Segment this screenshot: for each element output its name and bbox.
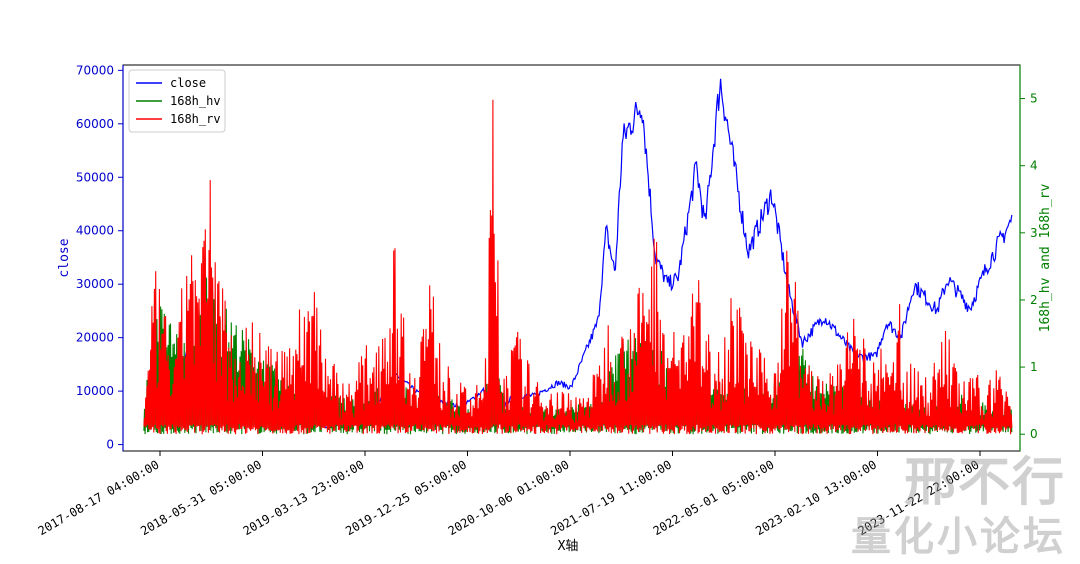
y-right-tick-label: 5	[1030, 92, 1038, 106]
y-left-tick-label: 0	[106, 438, 114, 452]
y-left-tick-label: 20000	[76, 331, 114, 345]
legend-label: close	[170, 76, 206, 90]
legend-box	[128, 69, 226, 133]
y-left-tick-label: 40000	[76, 224, 114, 238]
y-right-tick-label: 1	[1030, 360, 1038, 374]
y-right-tick-label: 2	[1030, 293, 1038, 307]
y-left-tick-label: 10000	[76, 384, 114, 398]
y-right-tick-label: 4	[1030, 159, 1038, 173]
watermark-author: 邢不行	[903, 453, 1066, 513]
y-left-axis-label: close	[57, 238, 72, 277]
legend: close 168h_hv 168h_rv	[128, 69, 226, 133]
legend-label: 168h_rv	[170, 112, 221, 126]
y-left-tick-label: 50000	[76, 170, 114, 184]
plot-area	[122, 64, 1021, 452]
y-left-tick-label: 30000	[76, 277, 114, 291]
y-left-axis: 0 10000 20000 30000 40000 50000 60000 70000	[76, 63, 124, 452]
series-line-168h-rv	[143, 99, 1013, 435]
y-right-axis-label: 168h_hv and 168h_rv	[1038, 183, 1053, 332]
x-axis-label: X轴	[558, 539, 579, 554]
y-right-axis: 0 1 2 3 4 5	[1019, 65, 1038, 451]
watermark-forum: 量化小论坛	[851, 514, 1066, 560]
legend-label: 168h_hv	[170, 94, 221, 108]
y-left-tick-label: 60000	[76, 117, 114, 131]
y-right-tick-label: 3	[1030, 226, 1038, 240]
y-left-tick-label: 70000	[76, 63, 114, 77]
y-right-tick-label: 0	[1030, 427, 1038, 441]
